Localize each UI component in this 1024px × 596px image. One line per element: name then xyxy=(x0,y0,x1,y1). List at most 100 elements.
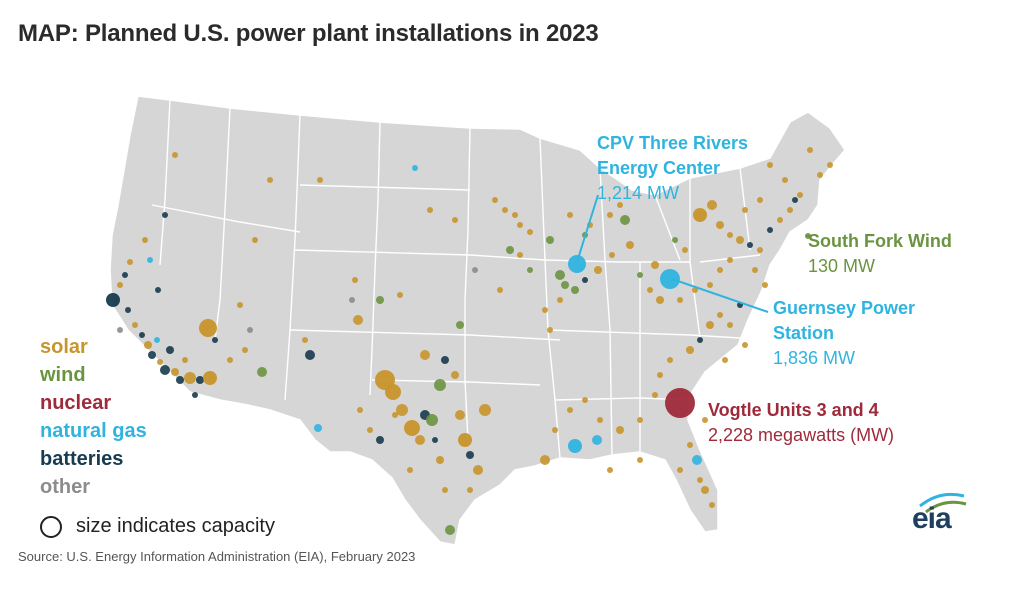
plant-marker xyxy=(367,427,373,433)
plant-marker xyxy=(512,212,518,218)
plant-marker xyxy=(707,282,713,288)
plant-marker xyxy=(466,451,474,459)
plant-marker xyxy=(432,437,438,443)
plant-marker xyxy=(561,281,569,289)
plant-marker xyxy=(697,477,703,483)
callout-cpv-name1: CPV Three Rivers xyxy=(597,133,749,153)
plant-marker xyxy=(637,272,643,278)
plant-marker xyxy=(397,292,403,298)
callout-vogtle-value: 2,228 megawatts (MW) xyxy=(708,425,895,445)
plant-marker xyxy=(620,215,630,225)
map-legend: solar wind nuclear natural gas batteries… xyxy=(40,333,147,501)
plant-marker xyxy=(353,315,363,325)
plant-marker xyxy=(617,202,623,208)
plant-marker xyxy=(117,327,123,333)
plant-marker xyxy=(392,412,398,418)
plant-marker xyxy=(385,384,401,400)
plant-marker xyxy=(709,502,715,508)
plant-marker xyxy=(792,197,798,203)
plant-marker xyxy=(752,267,758,273)
eia-logo: eia xyxy=(912,490,972,536)
plant-marker xyxy=(747,242,753,248)
plant-marker xyxy=(434,379,446,391)
plant-marker xyxy=(672,237,678,243)
plant-marker xyxy=(427,207,433,213)
plant-marker xyxy=(426,414,438,426)
plant-marker xyxy=(142,237,148,243)
plant-marker xyxy=(667,357,673,363)
plant-marker xyxy=(527,229,533,235)
plant-marker xyxy=(445,525,455,535)
plant-marker xyxy=(637,457,643,463)
plant-marker xyxy=(184,372,196,384)
callout-guernsey-value: 1,836 MW xyxy=(773,348,856,368)
plant-marker xyxy=(157,359,163,365)
plant-marker xyxy=(701,486,709,494)
plant-marker xyxy=(540,455,550,465)
plant-marker xyxy=(155,287,161,293)
cpv-leader xyxy=(576,194,599,263)
plant-marker xyxy=(677,297,683,303)
plant-marker xyxy=(656,296,664,304)
plant-marker xyxy=(707,200,717,210)
eia-logo-icon xyxy=(919,492,967,514)
plant-marker xyxy=(154,337,160,343)
plant-marker xyxy=(552,427,558,433)
plant-marker xyxy=(757,197,763,203)
plant-marker xyxy=(682,247,688,253)
plant-marker xyxy=(542,307,548,313)
plant-marker xyxy=(777,217,783,223)
callout-vogtle-name: Vogtle Units 3 and 4 xyxy=(708,400,879,420)
plant-marker xyxy=(192,392,198,398)
plant-marker xyxy=(736,236,744,244)
plant-marker xyxy=(451,371,459,379)
plant-marker xyxy=(497,287,503,293)
plant-marker xyxy=(555,270,565,280)
callout-southfork: South Fork Wind 130 MW xyxy=(808,229,952,279)
plant-marker xyxy=(357,407,363,413)
plant-marker xyxy=(686,346,694,354)
plant-marker xyxy=(176,376,184,384)
plant-marker xyxy=(376,436,384,444)
plant-marker xyxy=(106,293,120,307)
callout-vogtle: Vogtle Units 3 and 4 2,228 megawatts (MW… xyxy=(708,398,894,448)
plant-marker xyxy=(557,297,563,303)
plant-marker xyxy=(162,212,168,218)
plant-marker xyxy=(782,177,788,183)
callout-southfork-value: 130 MW xyxy=(808,256,876,276)
plant-marker xyxy=(742,342,748,348)
plant-marker xyxy=(479,404,491,416)
callout-guernsey: Guernsey Power Station 1,836 MW xyxy=(773,296,915,371)
plant-marker xyxy=(252,237,258,243)
callout-cpv-value: 1,214 MW xyxy=(597,183,680,203)
callout-guernsey-name1: Guernsey Power xyxy=(773,298,916,318)
plant-marker xyxy=(568,439,582,453)
plant-marker xyxy=(203,371,217,385)
plant-marker xyxy=(702,417,708,423)
plant-marker xyxy=(827,162,833,168)
plant-marker xyxy=(651,261,659,269)
plant-marker xyxy=(626,241,634,249)
plant-marker xyxy=(407,467,413,473)
plant-marker xyxy=(597,417,603,423)
plant-marker xyxy=(727,257,733,263)
plant-marker xyxy=(767,227,773,233)
plant-marker xyxy=(117,282,123,288)
plant-marker xyxy=(693,208,707,222)
callout-guernsey-name2: Station xyxy=(773,323,834,343)
plant-marker xyxy=(492,197,498,203)
size-ring-icon xyxy=(40,515,62,538)
legend-batteries: batteries xyxy=(40,448,124,470)
plant-marker xyxy=(160,365,170,375)
plant-marker xyxy=(717,267,723,273)
callout-southfork-name: South Fork Wind xyxy=(808,231,952,251)
plant-marker xyxy=(122,272,128,278)
plant-marker xyxy=(404,420,420,436)
plant-marker xyxy=(716,221,724,229)
plant-marker xyxy=(396,404,408,416)
plant-marker xyxy=(547,327,553,333)
plant-marker xyxy=(125,307,131,313)
plant-marker xyxy=(717,312,723,318)
plant-marker xyxy=(687,442,693,448)
legend-other: other xyxy=(40,476,90,498)
